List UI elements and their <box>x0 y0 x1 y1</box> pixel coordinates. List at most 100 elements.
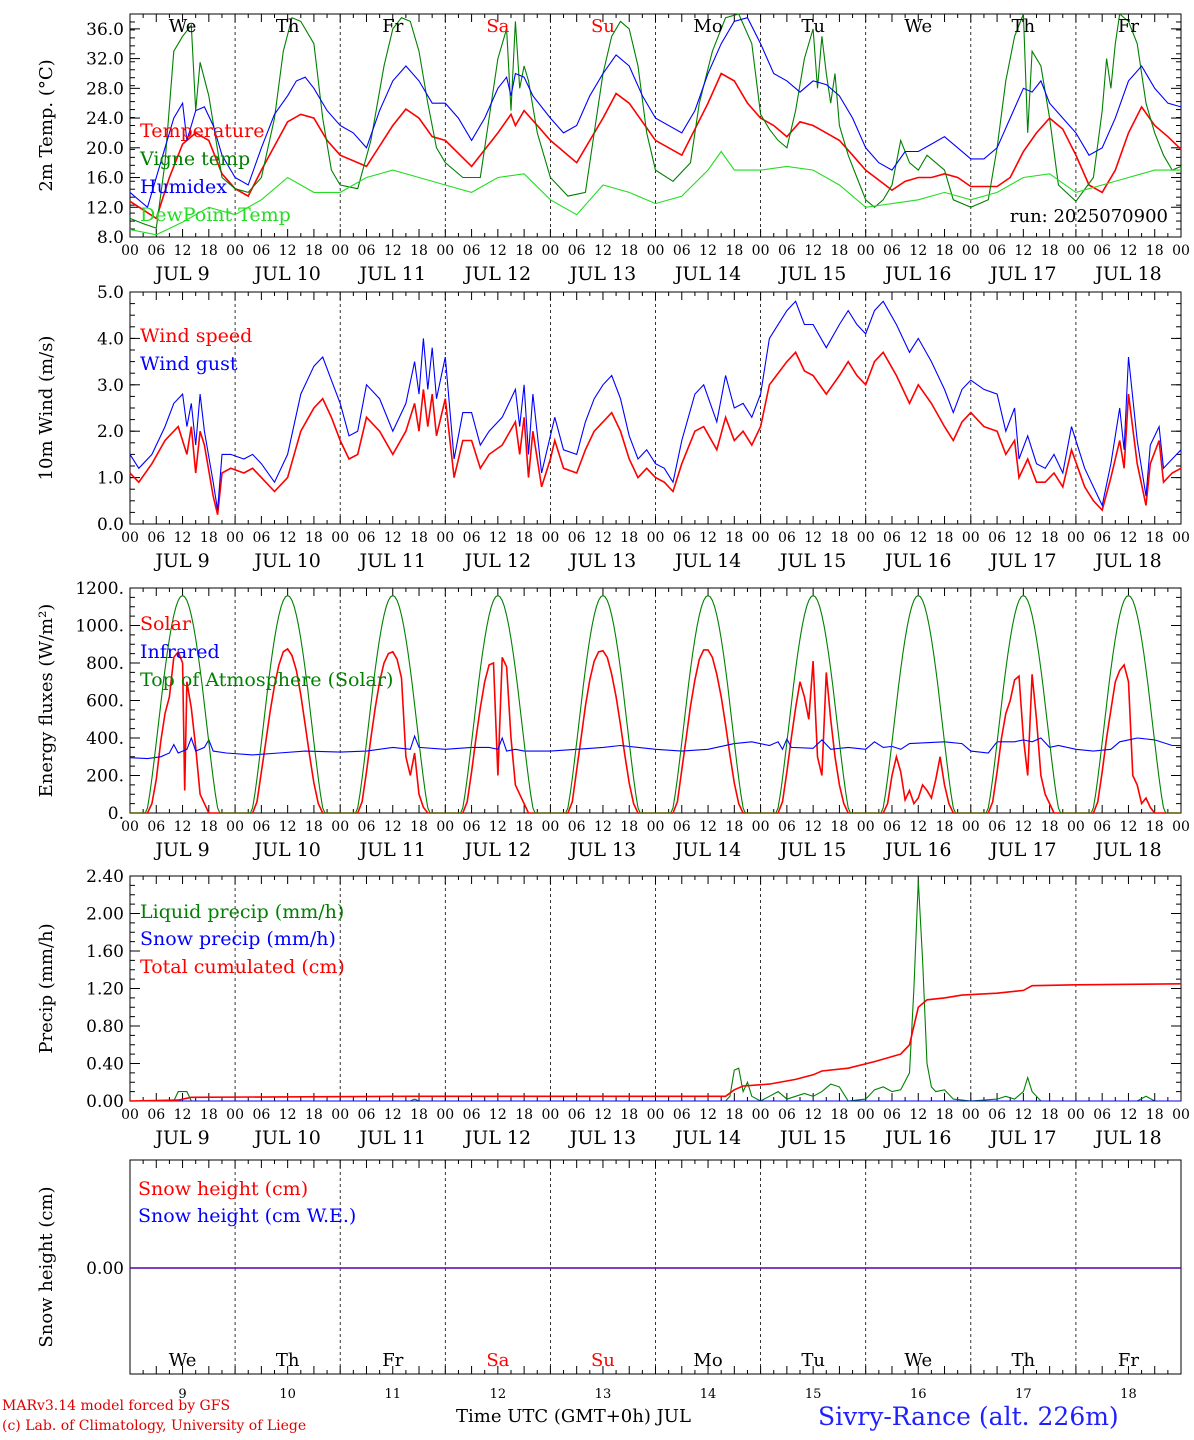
hour-tick-label: 06 <box>778 243 796 259</box>
hour-tick-label: 12 <box>489 819 507 835</box>
hour-tick-label: 00 <box>857 1107 875 1123</box>
y-tick-label: 800. <box>86 654 124 674</box>
hour-tick-label: 18 <box>1146 819 1164 835</box>
hour-tick-label: 12 <box>909 530 927 546</box>
hour-tick-label: 06 <box>463 1107 481 1123</box>
panel-2: 0.0 1.0 2.0 3.0 4.0 5.0 10m Wind (m/s) Wind spe… <box>36 283 1190 572</box>
series-humidex <box>129 17 1182 209</box>
legend-entry: Total cumulated (cm) <box>140 956 345 978</box>
hour-tick-label: 00 <box>962 819 980 835</box>
panel-3: 0. 200. 400. 600. 800. 1000. 1200. Energy fluxe… <box>36 579 1190 861</box>
legend-entry: Solar <box>140 613 192 635</box>
hour-tick-label: 12 <box>804 243 822 259</box>
date-label: JUL 15 <box>778 263 846 285</box>
hour-tick-label: 12 <box>594 530 612 546</box>
hour-tick-label: 00 <box>647 1107 665 1123</box>
y-tick-label: 5.0 <box>97 283 124 303</box>
hour-tick-label: 06 <box>252 819 270 835</box>
hour-tick-label: 12 <box>174 530 192 546</box>
hour-tick-label: 12 <box>489 1107 507 1123</box>
hour-tick-label: 12 <box>699 243 717 259</box>
hour-tick-label: 12 <box>384 1107 402 1123</box>
y-axis-label: Energy fluxes (W/m²) <box>36 604 57 798</box>
day-name: Tu <box>801 16 825 37</box>
hour-tick-label: 18 <box>1146 530 1164 546</box>
hour-tick-label: 06 <box>988 819 1006 835</box>
series-liquid-precip-mm-h- <box>130 880 1181 1102</box>
date-label: JUL 16 <box>883 839 951 861</box>
hour-tick-label: 12 <box>909 819 927 835</box>
hour-tick-label: 18 <box>1041 819 1059 835</box>
y-tick-label: 0.00 <box>86 1259 124 1279</box>
hour-tick-label: 06 <box>147 243 165 259</box>
hour-tick-label: 00 <box>857 530 875 546</box>
day-number: 12 <box>490 1387 507 1402</box>
hour-tick-label: 18 <box>620 1107 638 1123</box>
date-label: JUL 9 <box>153 839 209 861</box>
hour-tick-label: 06 <box>988 243 1006 259</box>
day-number: 11 <box>384 1387 401 1402</box>
hour-tick-label: 06 <box>883 1107 901 1123</box>
legend-entry: DewPoint Temp <box>140 204 291 226</box>
series-infrared <box>129 734 1181 760</box>
legend-entry: Liquid precip (mm/h) <box>140 901 344 923</box>
day-name: Fr <box>382 16 403 37</box>
hour-tick-label: 06 <box>252 243 270 259</box>
hour-tick-label: 06 <box>778 819 796 835</box>
hour-tick-label: 18 <box>725 1107 743 1123</box>
y-tick-label: 32.0 <box>86 50 124 70</box>
date-label: JUL 9 <box>153 263 209 285</box>
time-axis-label: Time UTC (GMT+0h) JUL <box>456 1406 691 1427</box>
hour-tick-label: 00 <box>1067 530 1085 546</box>
series-wind-gust <box>129 300 1182 511</box>
hour-tick-label: 06 <box>883 243 901 259</box>
hour-tick-label: 00 <box>752 530 770 546</box>
hour-tick-label: 00 <box>121 1107 139 1123</box>
hour-tick-label: 18 <box>410 819 428 835</box>
day-name: Sa <box>486 16 509 37</box>
date-label: JUL 10 <box>252 263 320 285</box>
y-tick-label: 20.0 <box>86 139 124 159</box>
y-tick-label: 400. <box>86 729 124 749</box>
day-number: 10 <box>279 1387 296 1402</box>
hour-tick-label: 06 <box>358 1107 376 1123</box>
hour-tick-label: 18 <box>725 819 743 835</box>
legend-entry: Wind gust <box>140 353 238 375</box>
date-label: JUL 15 <box>778 839 846 861</box>
hour-tick-label: 18 <box>936 1107 954 1123</box>
hour-tick-label: 12 <box>804 530 822 546</box>
hour-tick-label: 00 <box>1172 243 1190 259</box>
hour-tick-label: 12 <box>174 1107 192 1123</box>
hour-tick-label: 12 <box>699 819 717 835</box>
day-name: We <box>904 1350 932 1371</box>
day-name: Th <box>1012 16 1036 37</box>
hour-tick-label: 12 <box>909 243 927 259</box>
hour-tick-label: 18 <box>200 530 218 546</box>
hour-tick-label: 18 <box>831 243 849 259</box>
hour-tick-label: 12 <box>279 243 297 259</box>
y-axis-label: Precip (mm/h) <box>36 923 57 1053</box>
y-tick-label: 3.0 <box>97 376 124 396</box>
hour-tick-label: 12 <box>384 530 402 546</box>
hour-tick-label: 18 <box>1041 243 1059 259</box>
date-label: JUL 9 <box>153 1127 209 1149</box>
hour-tick-label: 12 <box>1120 243 1138 259</box>
hour-tick-label: 18 <box>200 819 218 835</box>
panel-4: 0.00 0.40 0.80 1.20 1.60 2.00 2.40 Precip (mm/h… <box>36 867 1190 1149</box>
day-name: Th <box>276 1350 300 1371</box>
hour-tick-label: 00 <box>962 530 980 546</box>
hour-tick-label: 06 <box>778 530 796 546</box>
date-label: JUL 14 <box>673 550 741 572</box>
date-label: JUL 14 <box>673 839 741 861</box>
date-label: JUL 18 <box>1093 550 1161 572</box>
day-name: Mo <box>693 16 722 37</box>
series-top-of-atmosphere-solar- <box>130 594 1181 814</box>
hour-tick-label: 18 <box>200 243 218 259</box>
hour-tick-label: 12 <box>384 819 402 835</box>
hour-tick-label: 18 <box>305 1107 323 1123</box>
hour-tick-label: 00 <box>647 243 665 259</box>
hour-tick-label: 06 <box>988 530 1006 546</box>
hour-tick-label: 12 <box>279 819 297 835</box>
hour-tick-label: 06 <box>778 1107 796 1123</box>
